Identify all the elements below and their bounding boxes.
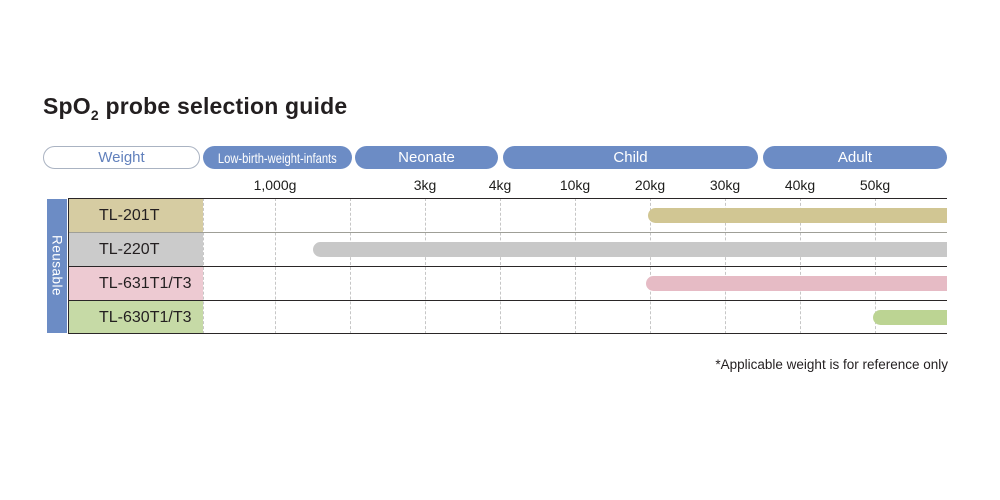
bar-tl-630t1-t3 [873, 309, 947, 325]
table-bottom-border [68, 333, 947, 334]
tick-3kg: 3kg [413, 177, 437, 193]
row-label-tl-630t1-t3: TL-630T1/T3 [69, 301, 203, 334]
row-separator [68, 300, 947, 301]
age-pill-neonate: Neonate [355, 146, 498, 169]
footnote: *Applicable weight is for reference only [715, 357, 948, 372]
row-separator [68, 232, 947, 233]
reusable-group-label-text: Reusable [49, 235, 65, 297]
age-pill-label: Adult [837, 149, 873, 166]
table-top-border [68, 198, 947, 199]
page-title: SpO2 probe selection guide [43, 93, 348, 123]
tick-1-000g: 1,000g [253, 177, 297, 193]
row-label-tl-220t: TL-220T [69, 233, 203, 266]
row-label-tl-631t1-t3: TL-631T1/T3 [69, 267, 203, 300]
age-pill-child: Child [503, 146, 758, 169]
title-subscript: 2 [90, 107, 99, 123]
tick-50kg: 50kg [859, 177, 891, 193]
age-pill-label: Neonate [398, 149, 455, 166]
bar-tl-631t1-t3 [646, 275, 947, 291]
title-suffix: probe selection guide [98, 93, 348, 119]
tick-40kg: 40kg [784, 177, 816, 193]
age-pill-label: Child [613, 149, 648, 166]
tick-10kg: 10kg [559, 177, 591, 193]
age-pill-weight: Weight [43, 146, 200, 169]
title-prefix: SpO [43, 93, 91, 119]
age-pill-low-birth-weight-infants: Low-birth-weight-infants [203, 146, 352, 169]
tick-30kg: 30kg [709, 177, 741, 193]
tick-20kg: 20kg [634, 177, 666, 193]
bar-tl-201t [648, 207, 947, 223]
row-label-tl-201t: TL-201T [69, 199, 203, 232]
table-left-border [68, 198, 69, 334]
age-pill-label: Weight [98, 149, 145, 166]
tick-4kg: 4kg [488, 177, 512, 193]
reusable-group-label: Reusable [47, 199, 67, 333]
age-pill-label: Low-birth-weight-infants [218, 149, 337, 166]
bar-tl-220t [313, 241, 947, 257]
age-pill-adult: Adult [763, 146, 947, 169]
row-separator [68, 266, 947, 267]
